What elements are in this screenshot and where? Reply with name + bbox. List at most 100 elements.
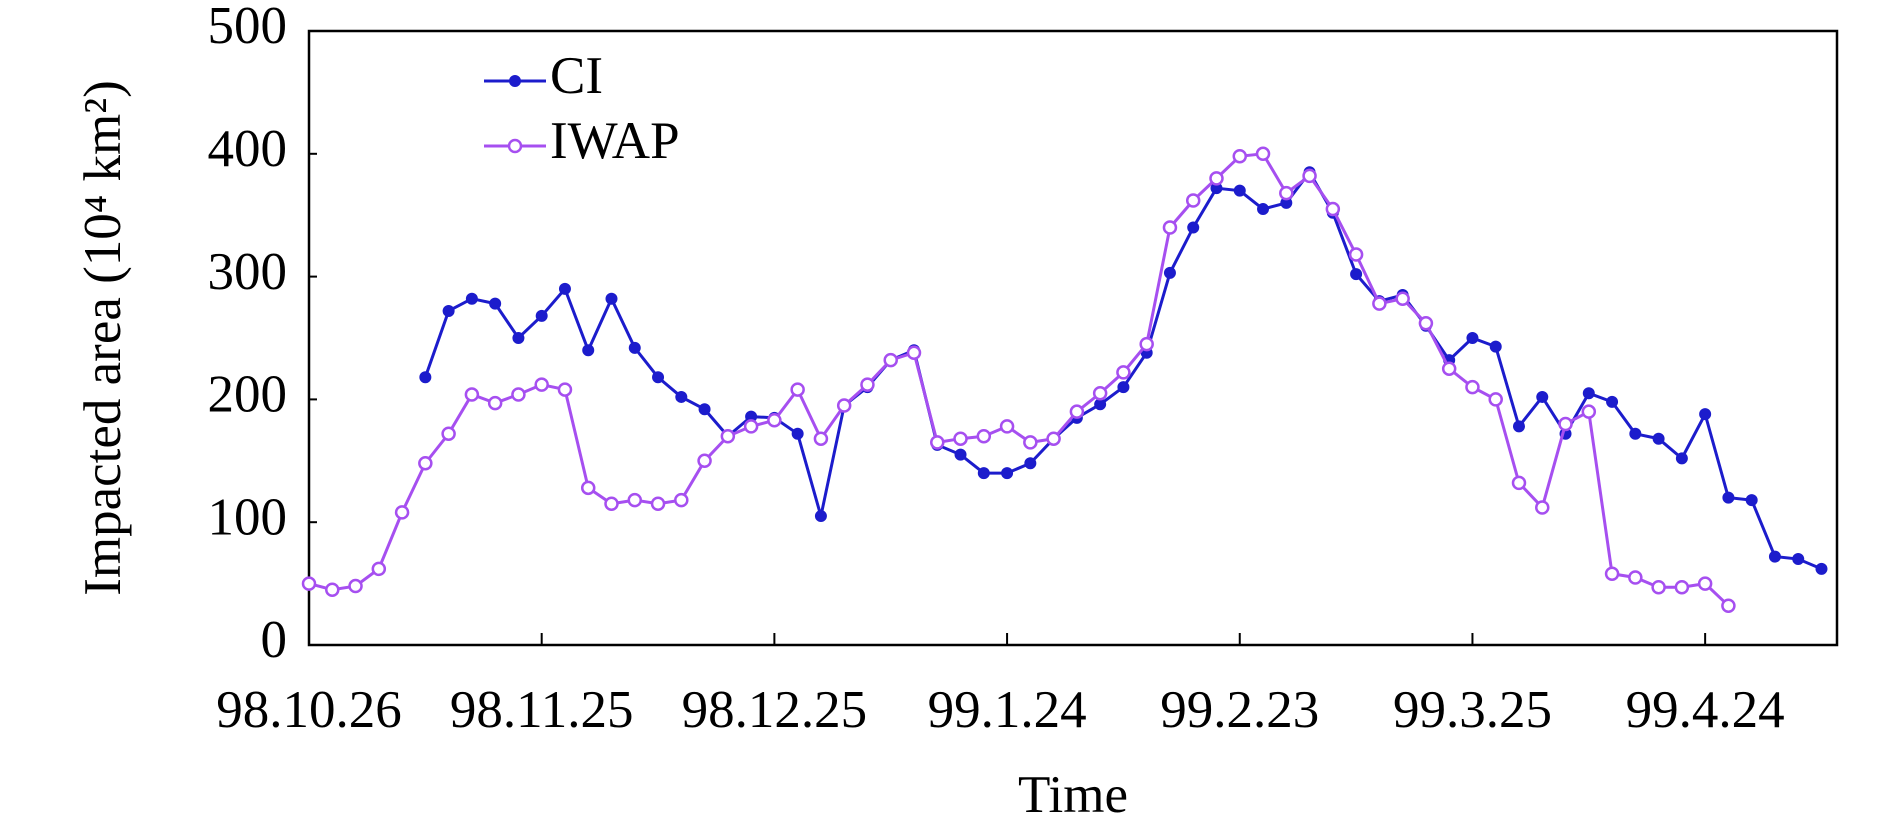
data-point (1279, 185, 1294, 201)
y-tick-label: 400 (208, 120, 288, 178)
data-point (1139, 336, 1154, 352)
data-point (1722, 491, 1735, 504)
data-point (999, 419, 1015, 434)
data-point (441, 426, 456, 442)
data-point (1163, 266, 1176, 279)
y-tick-label: 200 (208, 366, 288, 424)
legend-marker (507, 138, 523, 154)
data-point (860, 377, 875, 392)
data-point (977, 467, 990, 480)
data-point (1046, 431, 1061, 446)
plot-frame (307, 29, 1839, 647)
data-point (675, 390, 688, 403)
data-point (1721, 598, 1736, 613)
x-tick-label: 98.11.25 (450, 681, 634, 739)
data-point (652, 371, 665, 384)
data-point (1582, 387, 1595, 400)
data-point (605, 292, 618, 305)
data-point (1699, 408, 1712, 421)
legend-label: IWAP (550, 112, 680, 170)
data-point (1232, 149, 1248, 164)
data-point (743, 419, 759, 434)
data-point (489, 297, 502, 310)
data-point (1116, 365, 1131, 380)
data-point (419, 371, 432, 384)
x-tick-label: 99.3.25 (1393, 681, 1552, 739)
data-point (1257, 203, 1270, 216)
data-point (1024, 457, 1037, 470)
data-point (534, 377, 549, 392)
data-point (976, 428, 992, 444)
data-point (1629, 427, 1642, 440)
data-point (953, 431, 968, 446)
data-point (511, 387, 526, 402)
data-point (1465, 379, 1480, 395)
data-point (1489, 340, 1502, 353)
data-point (698, 403, 711, 416)
data-point (790, 382, 805, 397)
x-tick-label: 98.12.25 (682, 681, 868, 739)
data-point (1466, 332, 1479, 344)
data-point (1117, 381, 1130, 394)
data-point (883, 352, 898, 368)
legend-label: CI (550, 47, 603, 105)
data-point (1511, 475, 1527, 491)
data-point (1069, 404, 1085, 419)
data-point (1092, 386, 1108, 401)
data-point (1558, 416, 1573, 432)
data-point (1674, 580, 1690, 595)
data-point (1581, 404, 1597, 419)
data-point (1350, 268, 1363, 281)
data-point (1697, 576, 1713, 591)
data-point (720, 428, 736, 444)
data-point (325, 582, 340, 597)
data-point (487, 395, 503, 411)
legend-marker (509, 75, 521, 87)
data-point (1185, 193, 1201, 208)
data-point (1255, 146, 1271, 162)
data-point (582, 344, 595, 357)
data-point (1745, 494, 1758, 507)
data-point (1233, 184, 1246, 197)
data-point (1488, 392, 1503, 407)
y-tick-label: 0 (261, 611, 288, 669)
data-point (650, 496, 666, 512)
data-point (301, 576, 317, 591)
data-point (836, 398, 852, 413)
data-point (1604, 566, 1620, 582)
data-point (1792, 553, 1805, 566)
data-point (1023, 435, 1038, 450)
data-point (1628, 570, 1643, 585)
data-point (394, 505, 410, 520)
data-point (1512, 420, 1525, 433)
series-line (308, 152, 1730, 607)
data-point (604, 496, 619, 512)
data-point (1395, 291, 1410, 306)
data-point (930, 435, 945, 450)
data-point (1209, 171, 1224, 186)
data-point (418, 456, 433, 471)
data-point (814, 510, 827, 523)
x-axis-label: Time (1018, 766, 1128, 822)
data-point (1768, 550, 1781, 563)
data-point (1372, 296, 1387, 311)
data-point (1536, 390, 1549, 403)
data-point (697, 453, 712, 469)
data-point (442, 304, 455, 317)
data-point (791, 427, 804, 440)
data-point (558, 282, 571, 295)
data-point (580, 480, 596, 496)
data-point (628, 341, 641, 354)
data-point (1652, 432, 1665, 445)
data-point (813, 431, 829, 446)
y-tick-label: 500 (208, 0, 288, 55)
data-point (674, 492, 689, 508)
y-axis-label: Impacted area (10⁴ km²) (74, 80, 132, 596)
data-point (464, 387, 480, 402)
data-point (1815, 562, 1828, 575)
data-point (627, 492, 643, 508)
data-point (767, 413, 782, 428)
data-point (1675, 452, 1688, 465)
data-point (535, 309, 548, 322)
x-tick-label: 98.10.26 (216, 681, 402, 739)
